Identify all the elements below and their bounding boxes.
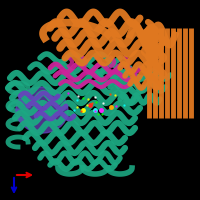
Ellipse shape: [16, 87, 68, 133]
